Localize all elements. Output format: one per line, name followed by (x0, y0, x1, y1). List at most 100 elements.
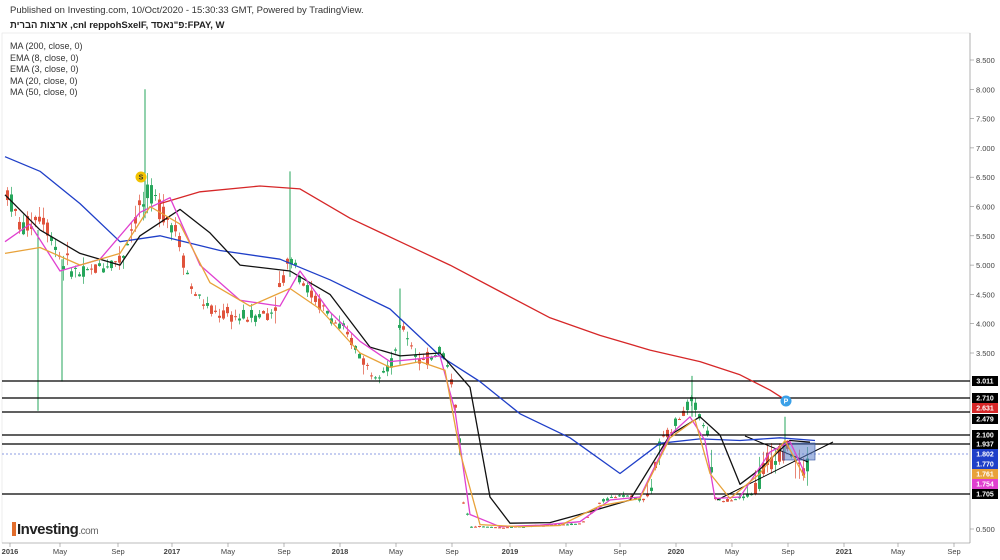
candle-body (574, 523, 577, 525)
candle-body (146, 184, 149, 199)
time-tick-label: May (389, 547, 403, 556)
time-tick-label: May (221, 547, 235, 556)
price-tag-label: 2.479 (976, 417, 994, 424)
candle-body (54, 246, 57, 250)
candle-body (206, 303, 209, 306)
candle-body (186, 272, 189, 275)
candle-body (306, 285, 309, 293)
moving-average-lines (4, 156, 816, 528)
candle-body (606, 498, 609, 501)
candle-body (706, 430, 709, 436)
candle-body (490, 526, 493, 528)
price-tick-label: 6.000 (976, 203, 995, 212)
candle-body (94, 264, 97, 273)
candle-body (410, 345, 413, 347)
candle-body (750, 494, 753, 496)
candle-body (578, 523, 581, 525)
candle-body (142, 204, 145, 207)
candle-body (422, 358, 425, 360)
candle-body (226, 306, 229, 314)
candle-body (134, 217, 137, 224)
candle-body (382, 370, 385, 373)
indicator-ma50[interactable]: MA (50, close, 0) (10, 87, 78, 97)
price-tag-box (972, 393, 998, 403)
time-tick-label: Sep (111, 547, 124, 556)
candle-body (474, 526, 477, 528)
candle-body (242, 309, 245, 319)
candles-layer (6, 89, 809, 529)
indicator-ema8[interactable]: EMA (8, close, 0) (10, 52, 79, 63)
price-tag-label: 1.770 (976, 462, 994, 469)
indicator-ema3[interactable]: EMA (3, close, 0) (10, 64, 79, 74)
candle-body (50, 236, 53, 241)
candle-body (766, 452, 769, 465)
price-tick-label: 8.500 (976, 56, 995, 65)
price-tag-label: 2.100 (976, 433, 994, 440)
time-tick-label: May (725, 547, 739, 556)
candle-body (386, 365, 389, 372)
candle-body (506, 527, 509, 529)
time-tick-label: Sep (613, 547, 626, 556)
candle-body (646, 494, 649, 497)
candle-body (414, 354, 417, 357)
candle-body (338, 323, 341, 329)
candle-body (118, 255, 121, 263)
candle-body (622, 495, 625, 497)
indicator-ma200[interactable]: MA (200, close, 0) (10, 41, 83, 51)
price-tag-label: 2.710 (976, 396, 994, 403)
candle-body (298, 275, 301, 283)
candle-body (582, 521, 585, 523)
price-tick-label: 5.000 (976, 261, 995, 270)
candle-body (374, 377, 377, 379)
ma50-line (4, 156, 816, 475)
investing-logo: Investing.com (12, 521, 99, 538)
event-marker-circle (780, 395, 792, 407)
candle-body (110, 260, 113, 269)
price-tag-box (972, 430, 998, 440)
candle-body (194, 294, 197, 296)
candle-body (10, 194, 13, 212)
candle-body (334, 322, 337, 324)
time-tick-label: May (559, 547, 573, 556)
candle-body (358, 353, 361, 359)
candle-body (86, 269, 89, 271)
candle-body (770, 457, 773, 470)
candle-body (174, 225, 177, 232)
candle-body (694, 402, 697, 410)
candle-body (198, 294, 201, 296)
price-tag-box (972, 489, 998, 499)
candle-body (74, 267, 77, 269)
candle-body (182, 255, 185, 268)
time-tick-label: 2019 (502, 547, 519, 556)
candle-body (502, 527, 505, 529)
candle-body (746, 494, 749, 497)
time-tick-label: 2021 (836, 547, 853, 556)
candle-body (662, 435, 665, 437)
candle-body (390, 358, 393, 368)
time-tick-label: Sep (781, 547, 794, 556)
event-marker-label: P (784, 399, 789, 406)
candle-body (726, 498, 729, 502)
candle-body (478, 525, 481, 527)
price-axis: 8.500 8.000 7.500 7.000 6.500 6.000 5.500 5.000… (970, 56, 995, 534)
candle-body (774, 461, 777, 465)
indicator-ma20[interactable]: MA (20, close, 0) (10, 75, 78, 86)
candle-body (314, 295, 317, 302)
candle-body (614, 497, 617, 499)
candle-body (402, 326, 405, 330)
published-note: Published on Investing.com, 10/Oct/2020 … (10, 5, 364, 16)
event-markers: SP (135, 171, 792, 407)
candle-body (190, 286, 193, 289)
time-axis: 2016 May Sep 2017 May Sep 2018 May Sep 2019 May Sep… (2, 543, 961, 556)
candle-body (602, 499, 605, 502)
price-tag-box (972, 469, 998, 479)
candle-body (366, 364, 369, 366)
candle-body (258, 314, 261, 318)
price-tag-box (972, 376, 998, 386)
ema8-line (4, 197, 806, 528)
time-tick-label: 2017 (164, 547, 181, 556)
price-tick-label: 5.500 (976, 232, 995, 241)
candle-body (318, 298, 321, 310)
candle-body (274, 307, 277, 311)
